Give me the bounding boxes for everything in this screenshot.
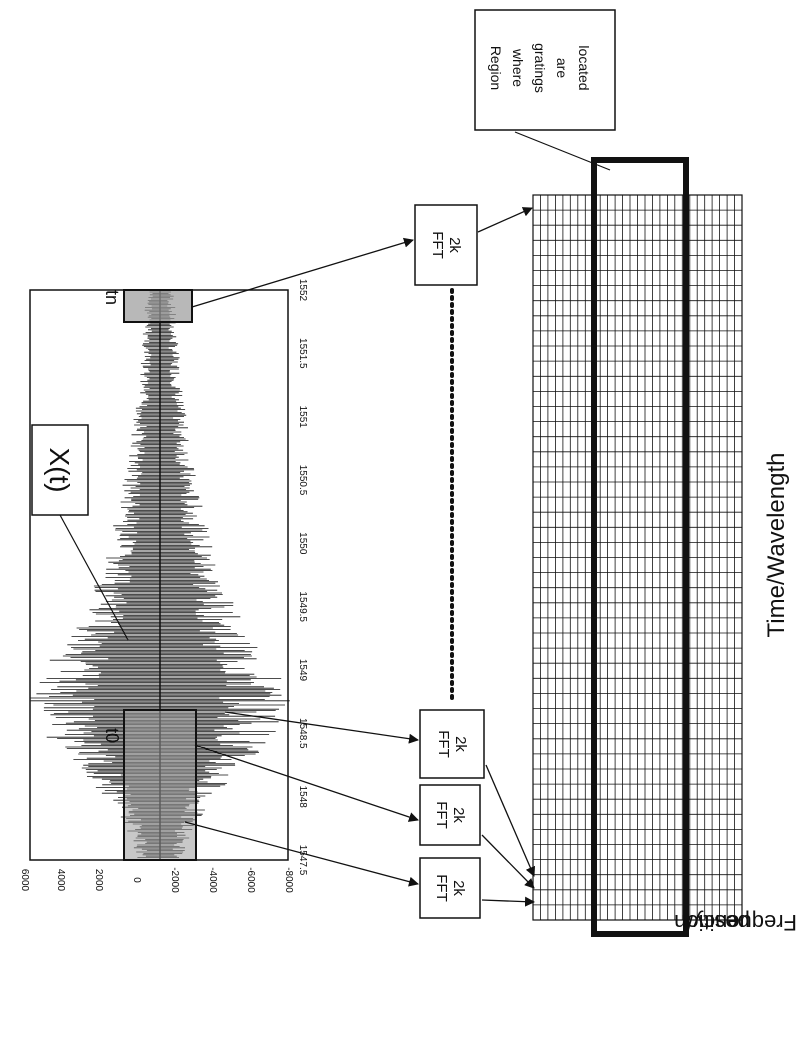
- region-callout-line: are: [554, 58, 570, 78]
- arrow-signal-to-fft-n: [191, 237, 414, 308]
- svg-text:FFT: FFT: [429, 231, 446, 259]
- signal-label-leader: [59, 514, 129, 641]
- fft-box-3: 2k FFT: [419, 709, 485, 779]
- region-callout-line: where: [510, 48, 526, 87]
- fft-box-n: 2k FFT: [414, 204, 478, 286]
- svg-text:FFT: FFT: [433, 874, 450, 902]
- window-end-box: [123, 289, 193, 323]
- window-start-box: [123, 709, 197, 861]
- signal-label: X(t): [44, 447, 75, 492]
- amplitude-tick-label: 6000: [19, 869, 30, 892]
- svg-text:FFT: FFT: [433, 801, 450, 829]
- amplitude-tick-labels: 6000 4000 2000 0 -2000 -4000 -6000 -8000: [19, 867, 294, 893]
- wavelength-tick-label: 1548: [297, 786, 308, 809]
- svg-text:2k: 2k: [450, 807, 467, 823]
- arrow-signal-to-fft-2: [194, 744, 419, 822]
- time-frequency-grid: [532, 194, 743, 921]
- window-end-label: tn: [102, 290, 122, 305]
- wavelength-tick-label: 1551: [297, 406, 308, 429]
- wavelength-tick-label: 1549.5: [297, 591, 308, 622]
- wavelength-tick-label: 1550: [297, 532, 308, 555]
- frequency-position-axis-label: Frequency/ position: [674, 910, 797, 935]
- amplitude-tick-label: -2000: [169, 867, 180, 893]
- arrow-fft-1-to-grid: [481, 896, 535, 907]
- arrow-signal-to-fft-3: [224, 711, 419, 744]
- wavelength-tick-label: 1551.5: [297, 338, 308, 369]
- grating-region-outline: [591, 157, 689, 937]
- arrow-fft-n-to-grid: [477, 207, 533, 233]
- region-callout-line: gratings: [532, 43, 548, 93]
- amplitude-tick-label: -6000: [245, 867, 256, 893]
- arrow-fft-2-to-grid: [481, 834, 535, 889]
- svg-text:FFT: FFT: [435, 730, 452, 758]
- wavelength-tick-label: 1550.5: [297, 465, 308, 496]
- fft-box-2: 2k FFT: [419, 784, 481, 846]
- arrow-fft-3-to-grid: [485, 764, 536, 877]
- region-callout-line: located: [576, 45, 592, 90]
- wavelength-tick-labels: 1547.5 1548 1548.5 1549 1549.5 1550 1550.5 1551…: [297, 279, 308, 876]
- svg-text:2k: 2k: [446, 237, 463, 253]
- signal-waveform: [30, 291, 290, 858]
- time-wavelength-axis-label: Time/Wavelength: [763, 453, 790, 638]
- amplitude-tick-label: 2000: [93, 869, 104, 892]
- svg-text:position: position: [674, 910, 750, 935]
- wavelength-tick-label: 1549: [297, 659, 308, 682]
- amplitude-tick-label: 4000: [55, 869, 66, 892]
- signal-label-box: [31, 424, 89, 516]
- region-callout-text: Region where gratings are located: [488, 43, 592, 93]
- svg-text:2k: 2k: [450, 880, 467, 896]
- amplitude-tick-label: -4000: [207, 867, 218, 893]
- svg-text:2k: 2k: [452, 736, 469, 752]
- amplitude-tick-label: -8000: [283, 867, 294, 893]
- region-callout-leader: [514, 131, 611, 171]
- wavelength-tick-label: 1548.5: [297, 718, 308, 749]
- region-callout-line: Region: [488, 46, 504, 90]
- region-callout-box: [474, 9, 616, 131]
- svg-text:Frequency/: Frequency/: [686, 910, 797, 935]
- arrow-signal-to-fft-1: [184, 821, 419, 887]
- amplitude-tick-label: 0: [131, 877, 142, 883]
- window-start-label: t0: [102, 728, 122, 743]
- wavelength-tick-label: 1547.5: [297, 845, 308, 876]
- fft-box-1: 2k FFT: [419, 857, 481, 919]
- wavelength-tick-label: 1552: [297, 279, 308, 302]
